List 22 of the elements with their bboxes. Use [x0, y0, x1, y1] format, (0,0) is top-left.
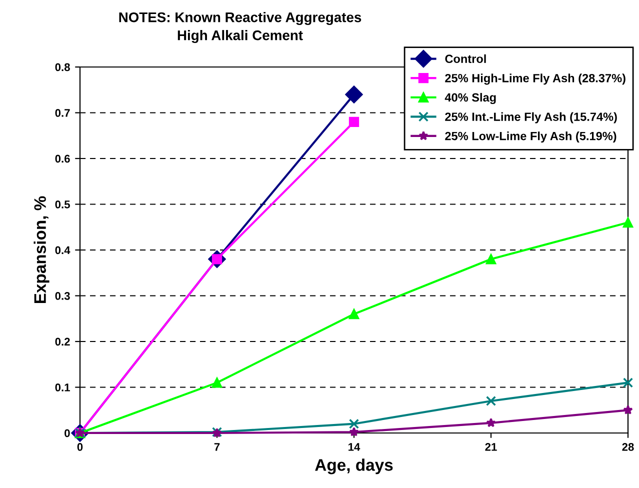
legend-label: 25% Low-Lime Fly Ash (5.19%) [445, 132, 616, 143]
legend-label: 40% Slag [444, 92, 496, 104]
y-tick-label: 0.7 [55, 109, 70, 117]
legend-label: Control [445, 54, 486, 64]
y-tick-label: 0.1 [55, 384, 70, 392]
y-tick-label: 0 [64, 429, 70, 438]
x-tick-label: 14 [348, 443, 360, 451]
x-tick-label: 28 [622, 443, 634, 451]
legend-label: 25% Int.-Lime Fly Ash (15.74%) [445, 112, 617, 124]
x-tick-label: 0 [77, 443, 83, 451]
y-tick-label: 0.6 [55, 154, 70, 163]
y-axis-title: Expansion, % [34, 196, 50, 304]
y-tick-label: 0.2 [55, 338, 70, 346]
y-tick-label: 0.8 [55, 63, 70, 72]
x-axis-title: Age, days [315, 458, 393, 474]
x-tick-label: 7 [214, 443, 220, 451]
legend-label: 25% High-Lime Fly Ash (28.37%) [445, 74, 626, 85]
y-tick-label: 0.5 [55, 200, 70, 208]
y-tick-label: 0.3 [55, 292, 70, 300]
y-tick-label: 0.4 [55, 246, 70, 254]
x-tick-label: 21 [485, 443, 497, 451]
chart-title: NOTES: Known Reactive Aggregates High Alkali Cement [119, 12, 362, 44]
